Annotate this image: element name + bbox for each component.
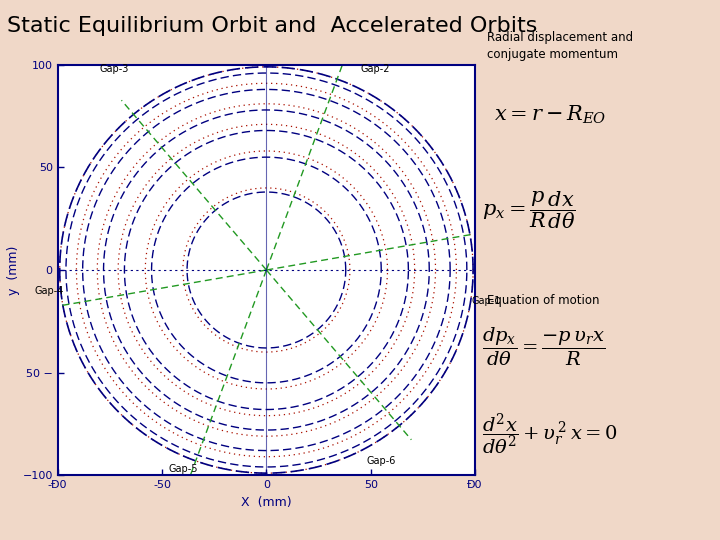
Text: Gap-3: Gap-3 bbox=[99, 64, 129, 74]
Y-axis label: y  (mm): y (mm) bbox=[6, 245, 19, 295]
Text: Radial displacement and
conjugate momentum: Radial displacement and conjugate moment… bbox=[487, 31, 633, 60]
Text: Gap-4: Gap-4 bbox=[35, 286, 64, 295]
Text: $\dfrac{dp_x}{d\theta} = \dfrac{-p\,\upsilon_r x}{R}$: $\dfrac{dp_x}{d\theta} = \dfrac{-p\,\ups… bbox=[482, 326, 606, 368]
Text: Gap-2: Gap-2 bbox=[360, 64, 390, 74]
X-axis label: X  (mm): X (mm) bbox=[241, 496, 292, 509]
Text: Gap-5: Gap-5 bbox=[168, 464, 197, 474]
Text: Gap-6: Gap-6 bbox=[366, 456, 396, 466]
Text: $\dfrac{d^2x}{d\theta^2} + \upsilon_r^{\,2}\,x = 0$: $\dfrac{d^2x}{d\theta^2} + \upsilon_r^{\… bbox=[482, 411, 618, 458]
Text: Static Equilibrium Orbit and  Accelerated Orbits: Static Equilibrium Orbit and Accelerated… bbox=[7, 16, 538, 36]
Text: Equation of motion: Equation of motion bbox=[487, 294, 600, 307]
Text: Gap-1: Gap-1 bbox=[471, 296, 500, 306]
Text: $p_x = \dfrac{p}{R}\dfrac{dx}{d\theta}$: $p_x = \dfrac{p}{R}\dfrac{dx}{d\theta}$ bbox=[482, 190, 576, 231]
Text: $x = r - R_{EO}$: $x = r - R_{EO}$ bbox=[494, 103, 606, 125]
